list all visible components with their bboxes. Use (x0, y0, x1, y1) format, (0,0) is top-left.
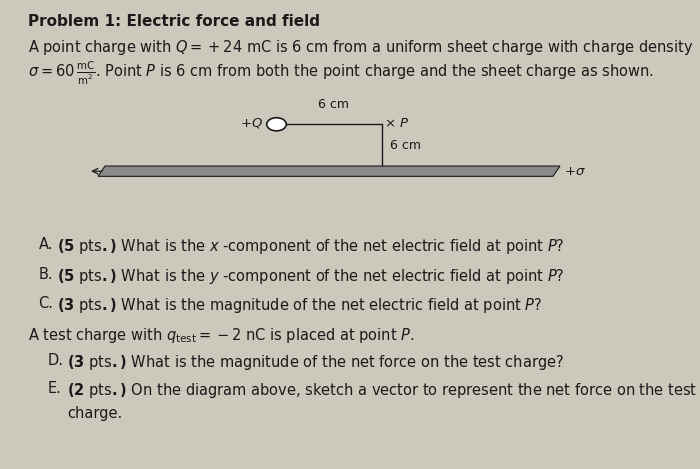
Text: $\mathbf{(5\ \mathrm{pts}.)}$ What is the $x$ -component of the net electric $\m: $\mathbf{(5\ \mathrm{pts}.)}$ What is th… (57, 237, 565, 256)
Text: Problem 1: Electric force and field: Problem 1: Electric force and field (28, 14, 320, 29)
Text: E.: E. (48, 381, 62, 396)
Text: $\sigma = 60\,\frac{\mathrm{mC}}{\mathrm{m}^2}$. Point $P$ is 6 cm from both the: $\sigma = 60\,\frac{\mathrm{mC}}{\mathrm… (28, 60, 654, 87)
Text: B.: B. (38, 267, 53, 282)
Text: A test charge with $q_{\mathrm{test}} = -2$ nC is placed at point $P$.: A test charge with $q_{\mathrm{test}} = … (28, 326, 414, 345)
Text: A.: A. (38, 237, 53, 252)
Text: A point charge with $Q = +24$ mC is 6 cm from a uniform sheet charge with charge: A point charge with $Q = +24$ mC is 6 cm… (28, 38, 693, 57)
Text: $\mathbf{(3\ \mathrm{pts}.)}$ What is the magnitude of the net $\mathbf{\mathrm{: $\mathbf{(3\ \mathrm{pts}.)}$ What is th… (67, 353, 564, 372)
Text: $\mathbf{(2\ \mathrm{pts}.)}$ On the diagram above, sketch a vector to represent: $\mathbf{(2\ \mathrm{pts}.)}$ On the dia… (67, 381, 697, 400)
Text: 6 cm: 6 cm (390, 139, 421, 151)
Polygon shape (98, 166, 560, 176)
Circle shape (267, 118, 286, 131)
Text: $+Q$: $+Q$ (240, 116, 263, 130)
Text: $\times$ $P$: $\times$ $P$ (384, 117, 409, 130)
Text: $\mathbf{(5\ \mathrm{pts}.)}$ What is the $y$ -component of the net electric $\m: $\mathbf{(5\ \mathrm{pts}.)}$ What is th… (57, 267, 565, 287)
Text: 6 cm: 6 cm (318, 98, 349, 111)
Text: $\mathbf{(3\ \mathrm{pts}.)}$ What is the magnitude of the net electric $\mathbf: $\mathbf{(3\ \mathrm{pts}.)}$ What is th… (57, 296, 542, 316)
Text: $+\sigma$: $+\sigma$ (564, 165, 585, 178)
Text: D.: D. (48, 353, 64, 368)
Text: charge.: charge. (67, 406, 122, 421)
Text: C.: C. (38, 296, 53, 311)
